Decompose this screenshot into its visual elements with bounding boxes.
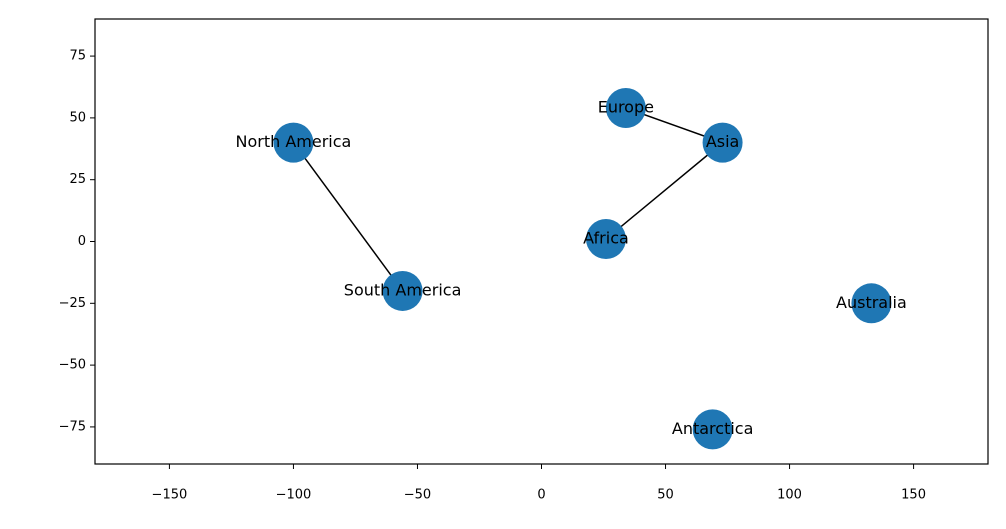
- y-tick-label: 50: [69, 110, 86, 125]
- node-label: Antarctica: [672, 419, 754, 438]
- node: [605, 88, 646, 128]
- x-tick-label: −50: [404, 488, 431, 503]
- node-label: Asia: [706, 132, 740, 151]
- edge: [292, 142, 404, 292]
- node-label: Europe: [598, 98, 654, 117]
- y-tick-label: −50: [59, 358, 86, 373]
- node: [692, 409, 733, 450]
- x-tick-label: 150: [901, 488, 926, 503]
- node: [382, 270, 423, 311]
- node: [273, 122, 314, 163]
- plot-frame: [94, 18, 989, 465]
- y-tick-label: −75: [59, 419, 86, 434]
- edge: [605, 142, 724, 240]
- node-label: South America: [344, 280, 462, 299]
- x-tick-label: −150: [152, 488, 188, 503]
- node: [585, 219, 626, 260]
- node: [851, 283, 892, 324]
- node: [702, 122, 743, 163]
- y-tick-label: 75: [69, 49, 86, 64]
- node-label: North America: [236, 132, 352, 151]
- x-tick-label: 100: [777, 488, 802, 503]
- x-tick-label: 0: [537, 488, 545, 503]
- node-label: Africa: [583, 229, 629, 248]
- y-tick-label: 25: [69, 172, 86, 187]
- y-tick-label: −25: [59, 296, 86, 311]
- node-label: Australia: [836, 293, 907, 312]
- y-tick-label: 0: [78, 234, 86, 249]
- x-tick-label: −100: [276, 488, 312, 503]
- x-tick-label: 50: [657, 488, 674, 503]
